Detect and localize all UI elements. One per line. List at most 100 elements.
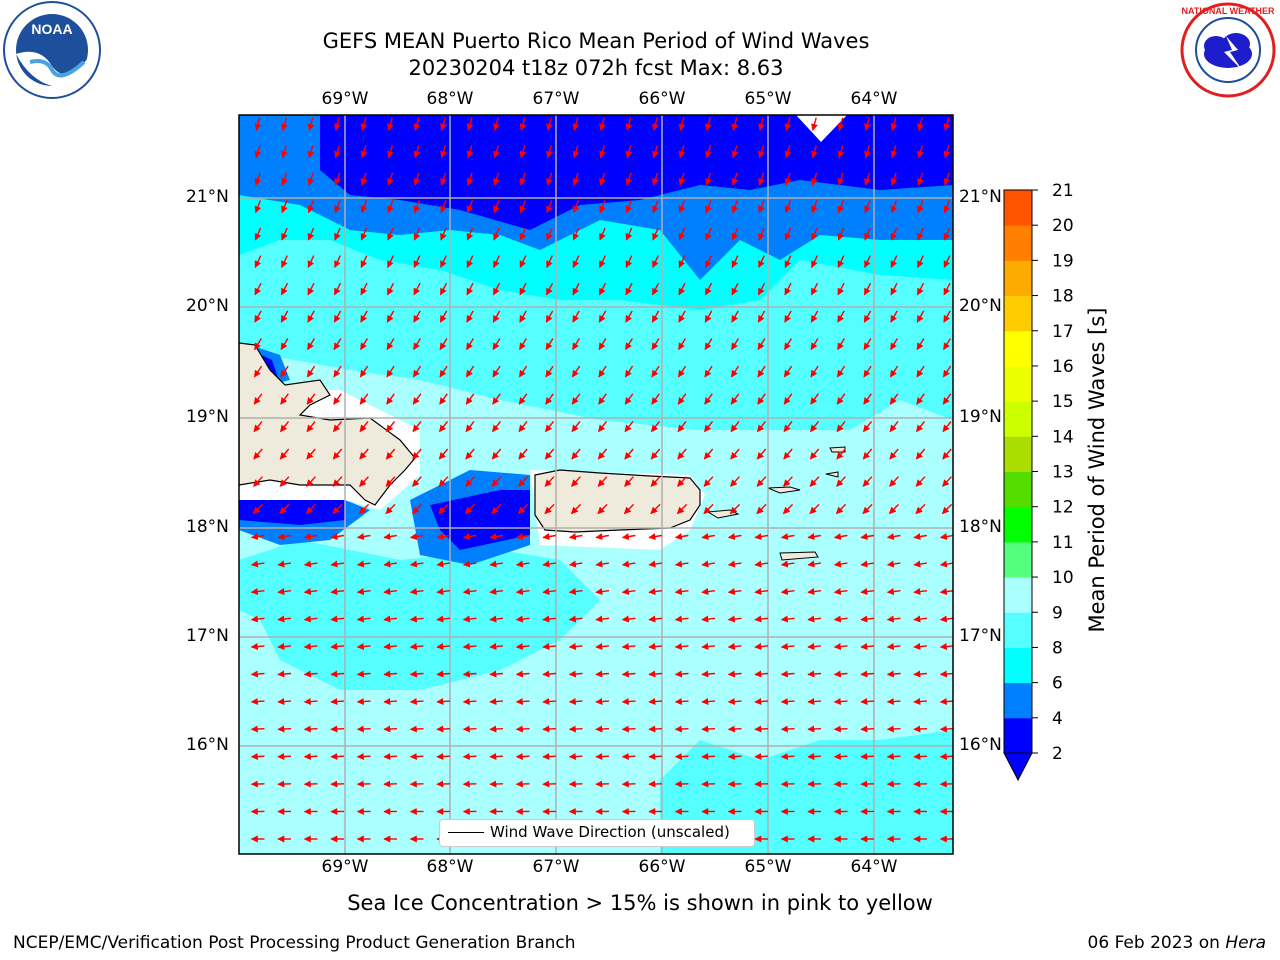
- wave-direction-arrow: [387, 255, 394, 269]
- wave-direction-arrow: [648, 560, 662, 568]
- wave-direction-arrow: [674, 643, 689, 651]
- wave-direction-arrow: [598, 393, 607, 405]
- wave-direction-arrow: [545, 282, 554, 296]
- wave-direction-arrow: [493, 172, 500, 186]
- wave-direction-arrow: [356, 560, 371, 568]
- colorbar-tick-label: 12: [1052, 498, 1074, 518]
- wave-direction-arrow: [303, 753, 318, 761]
- wave-direction-arrow: [677, 420, 687, 433]
- wave-direction-arrow: [412, 420, 422, 433]
- wave-direction-arrow: [334, 117, 341, 131]
- wave-direction-arrow: [277, 615, 292, 623]
- wave-direction-arrow: [703, 503, 714, 515]
- wave-direction-arrow: [917, 117, 924, 131]
- wave-direction-arrow: [621, 533, 636, 540]
- wave-direction-arrow: [599, 145, 606, 159]
- wave-direction-arrow: [648, 533, 663, 540]
- wave-direction-arrow: [303, 615, 318, 623]
- wave-direction-arrow: [330, 670, 345, 678]
- wave-direction-arrow: [836, 448, 846, 460]
- wave-direction-arrow: [436, 560, 450, 568]
- wave-direction-arrow: [493, 227, 500, 241]
- wave-direction-arrow: [599, 200, 606, 214]
- wave-direction-arrow: [254, 255, 262, 269]
- wave-direction-arrow: [703, 448, 714, 460]
- wave-direction-arrow: [465, 393, 475, 405]
- wave-direction-arrow: [727, 615, 742, 623]
- wave-direction-arrow: [837, 255, 845, 269]
- colorbar-segment: [1004, 260, 1032, 297]
- wave-direction-arrow: [360, 227, 368, 241]
- wave-direction-arrow: [334, 172, 341, 186]
- wave-direction-arrow: [648, 670, 663, 678]
- wave-direction-arrow: [860, 588, 875, 596]
- wave-direction-arrow: [332, 476, 343, 487]
- wave-direction-arrow: [783, 476, 793, 487]
- wave-direction-arrow: [807, 698, 822, 706]
- wave-direction-arrow: [546, 227, 553, 241]
- wave-direction-arrow: [652, 227, 659, 241]
- wave-direction-arrow: [731, 117, 739, 131]
- wave-direction-arrow: [651, 282, 660, 296]
- lon-label-top: 66°W: [638, 89, 686, 109]
- wave-direction-arrow: [307, 172, 315, 186]
- chart-title-line1: GEFS MEAN Puerto Rico Mean Period of Win…: [322, 29, 870, 53]
- colorbar-segment: [1004, 365, 1032, 402]
- wave-direction-arrow: [306, 420, 316, 433]
- lat-label-left: 19°N: [186, 407, 229, 427]
- wave-direction-arrow: [757, 393, 766, 405]
- wave-direction-arrow: [250, 588, 265, 596]
- wave-direction-arrow: [277, 725, 292, 733]
- wave-direction-arrow: [333, 310, 342, 323]
- wave-direction-arrow: [701, 615, 716, 623]
- wave-direction-arrow: [462, 615, 477, 623]
- wave-direction-arrow: [360, 145, 368, 159]
- colorbar-tick-label: 15: [1052, 392, 1074, 412]
- wave-direction-arrow: [307, 282, 315, 296]
- wave-direction-arrow: [411, 503, 423, 515]
- wave-direction-arrow: [703, 420, 714, 433]
- wave-direction-arrow: [254, 310, 262, 323]
- wave-direction-arrow: [915, 448, 926, 460]
- wave-direction-arrow: [942, 393, 952, 405]
- wave-direction-arrow: [542, 698, 557, 706]
- wave-direction-arrow: [385, 476, 396, 487]
- wave-direction-arrow: [277, 698, 292, 706]
- wave-direction-arrow: [676, 503, 688, 515]
- wave-direction-arrow: [466, 227, 474, 241]
- wave-direction-arrow: [678, 338, 686, 351]
- wave-direction-arrow: [916, 310, 925, 323]
- wave-direction-arrow: [652, 117, 659, 131]
- lat-label-right: 17°N: [959, 626, 1002, 646]
- wave-direction-arrow: [811, 227, 818, 241]
- wave-direction-arrow: [890, 200, 898, 214]
- wave-direction-arrow: [833, 560, 848, 568]
- wave-direction-arrow: [356, 643, 371, 651]
- wave-direction-arrow: [621, 560, 636, 568]
- wave-direction-arrow: [648, 615, 663, 623]
- wave-direction-arrow: [836, 393, 846, 405]
- wave-direction-arrow: [754, 560, 768, 568]
- wave-direction-arrow: [330, 588, 345, 596]
- wave-direction-arrow: [307, 310, 315, 323]
- wave-direction-arrow: [784, 227, 792, 241]
- wave-direction-arrow: [517, 503, 529, 515]
- wave-direction-arrow: [383, 698, 398, 706]
- wave-direction-arrow: [356, 670, 371, 678]
- wave-direction-arrow: [648, 643, 663, 651]
- wave-direction-arrow: [359, 420, 369, 433]
- colorbar-tick-label: 11: [1052, 533, 1074, 553]
- lat-label-right: 19°N: [959, 407, 1002, 427]
- wave-direction-arrow: [943, 338, 951, 351]
- wave-direction-arrow: [863, 310, 872, 323]
- wave-direction-arrow: [678, 310, 686, 323]
- wave-direction-arrow: [571, 365, 581, 378]
- wave-direction-arrow: [281, 255, 288, 269]
- wave-direction-arrow: [253, 476, 263, 487]
- colorbar-segment: [1004, 401, 1032, 437]
- wave-direction-arrow: [864, 145, 871, 159]
- wave-direction-arrow: [598, 282, 607, 296]
- wave-direction-arrow: [439, 338, 448, 351]
- colorbar-tick-label: 17: [1052, 322, 1074, 342]
- colorbar-segment: [1004, 471, 1032, 508]
